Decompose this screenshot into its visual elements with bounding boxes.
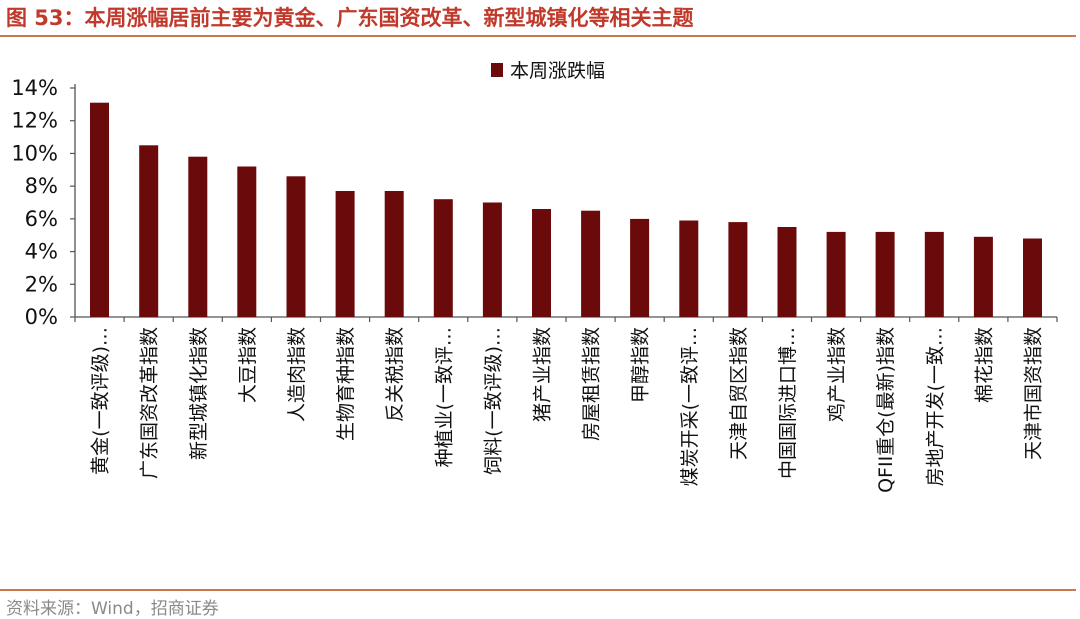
- source-divider: [0, 589, 1076, 591]
- bar: [1023, 238, 1042, 317]
- x-tick-label: 大豆指数: [237, 327, 259, 403]
- x-tick-label: 黄金(一致评级)…: [90, 327, 112, 475]
- bar: [581, 210, 601, 317]
- x-tick-label: QFII重仓(最新)指数: [875, 327, 897, 493]
- bar: [826, 231, 846, 317]
- x-tick-label: 种植业(一致评…: [433, 327, 455, 467]
- title-divider: [0, 35, 1076, 37]
- legend-swatch: [491, 63, 503, 77]
- chart-axes: [70, 84, 1058, 322]
- bars: [90, 102, 1042, 318]
- bar: [973, 236, 993, 317]
- bar: [90, 102, 109, 317]
- bar: [286, 176, 306, 317]
- y-tick-label: 14%: [11, 76, 58, 100]
- x-tick-label: 人造肉指数: [286, 327, 308, 422]
- bar: [728, 222, 748, 317]
- bar-chart: 本周涨跌幅 0% 2% 4% 6% 8% 10% 12% 14% 黄金(一致评级)… 广东国资改…: [11, 60, 1058, 493]
- x-tick-label: 鸡产业指数: [826, 327, 848, 422]
- y-tick-label: 0%: [25, 305, 58, 329]
- y-tick-label: 10%: [11, 141, 58, 165]
- x-tick-label: 中国国际进口博…: [777, 327, 799, 479]
- bar: [679, 220, 699, 317]
- x-tick-label: 天津自贸区指数: [728, 327, 750, 460]
- chart-legend: 本周涨跌幅: [491, 60, 605, 82]
- x-tick-label: 棉花指数: [973, 327, 995, 403]
- bar: [237, 166, 257, 317]
- bar: [433, 199, 453, 317]
- y-tick-label: 6%: [25, 207, 58, 231]
- bar: [139, 145, 159, 318]
- x-tick-label: 饲料(一致评级)…: [482, 327, 504, 475]
- x-tick-label: 甲醇指数: [630, 327, 652, 403]
- bar: [875, 231, 895, 317]
- source-note: 资料来源：Wind，招商证券: [6, 599, 219, 619]
- bar: [777, 227, 797, 317]
- x-tick-label: 天津市国资指数: [1023, 327, 1045, 460]
- bar: [188, 156, 208, 317]
- x-tick-label: 生物育种指数: [335, 327, 357, 441]
- bar: [924, 231, 944, 317]
- bar: [630, 218, 650, 317]
- x-tick-label: 房屋租赁指数: [581, 327, 603, 441]
- bar: [384, 191, 404, 317]
- bar: [482, 202, 502, 317]
- x-tick-label: 煤炭开采(一致评…: [679, 327, 701, 486]
- y-tick-label: 2%: [25, 272, 58, 296]
- y-tick-label: 4%: [25, 240, 58, 264]
- x-tick-label: 广东国资改革指数: [139, 327, 161, 479]
- figure-title: 图 53：本周涨幅居前主要为黄金、广东国资改革、新型城镇化等相关主题: [6, 6, 694, 30]
- y-tick-label: 8%: [25, 174, 58, 198]
- bar: [532, 209, 551, 317]
- x-tick-labels: 黄金(一致评级)… 广东国资改革指数 新型城镇化指数 大豆指数 人造肉指数 生物育种指数 反…: [90, 327, 1045, 493]
- y-tick-labels: 0% 2% 4% 6% 8% 10% 12% 14%: [11, 76, 58, 329]
- y-tick-label: 12%: [11, 109, 58, 133]
- bar: [335, 191, 355, 317]
- x-tick-label: 新型城镇化指数: [188, 327, 210, 460]
- x-tick-label: 房地产开发(一致…: [924, 327, 946, 486]
- x-tick-label: 猪产业指数: [532, 327, 554, 422]
- x-tick-label: 反关税指数: [384, 327, 406, 422]
- legend-label: 本周涨跌幅: [510, 60, 605, 82]
